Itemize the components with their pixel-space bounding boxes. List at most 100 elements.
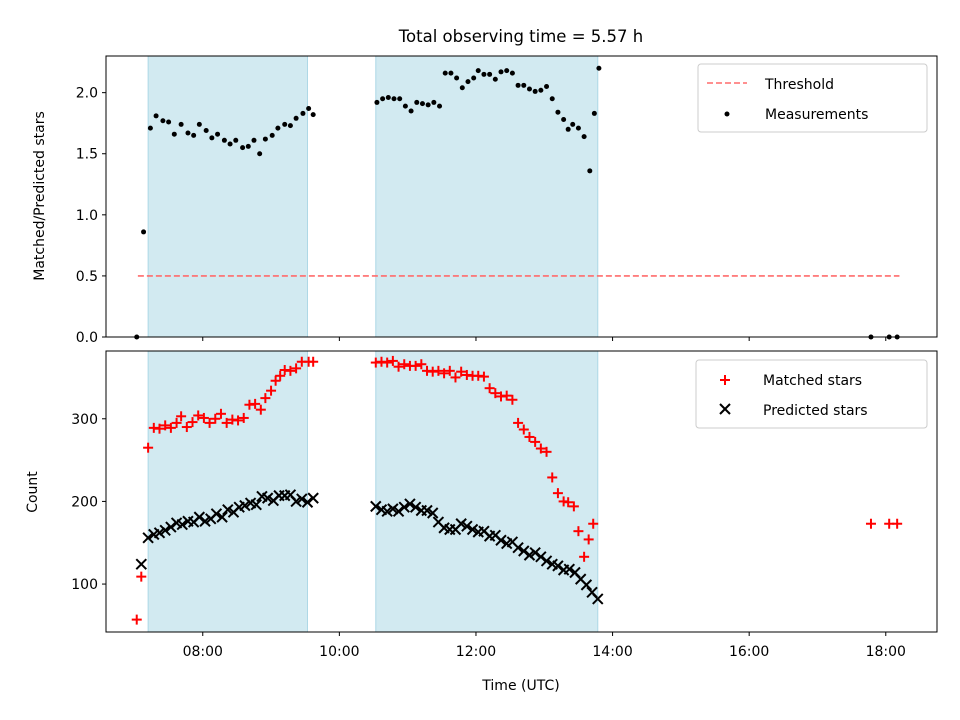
predicted-stars-point [159, 524, 171, 537]
legend: Matched stars Predicted stars [695, 359, 928, 429]
y-tick-label: 1.0 [76, 208, 98, 224]
measurement-point [561, 117, 567, 123]
measurement-point [596, 65, 602, 71]
plot-frame [105, 350, 938, 633]
legend-measurement-swatch [724, 111, 730, 117]
predicted-stars-point [239, 499, 251, 512]
x-tick-label: 14:00 [592, 644, 632, 660]
y-axis-label: Matched/Predicted stars [32, 111, 48, 281]
matched-stars-point [165, 422, 176, 433]
y-axis-label: Count [25, 471, 41, 513]
matched-stars-point [285, 365, 296, 376]
measurement-point [549, 96, 555, 102]
matched-stars-point [433, 365, 444, 376]
measurement-point [306, 106, 312, 112]
predicted-stars-point [193, 511, 206, 523]
predicted-stars-point [518, 545, 530, 557]
measurement-point [575, 125, 581, 131]
predicted-stars-point [153, 527, 166, 539]
predicted-stars-point [529, 546, 541, 559]
predicted-stars-point [381, 505, 393, 518]
ratio-panel: 0.00.51.01.52.0 Matched/Predicted stars … [32, 55, 938, 346]
matched-stars-point [382, 357, 393, 368]
measurement-point [203, 128, 209, 134]
predicted-stars-point [409, 501, 422, 513]
y-tick-label: 0.0 [76, 330, 98, 346]
measurement-point [526, 86, 532, 92]
matched-stars-point [187, 417, 198, 428]
matched-stars-point [456, 366, 467, 377]
measurement-point [300, 110, 306, 116]
chart-title: Total observing time = 5.57 h [398, 27, 643, 46]
measurement-point [251, 137, 257, 143]
matched-stars-point [198, 412, 209, 423]
matched-stars-point [490, 388, 501, 399]
predicted-stars-point [301, 496, 314, 508]
measurement-point [544, 84, 550, 90]
matched-stars-point [484, 383, 495, 394]
measurement-point [481, 71, 487, 77]
measurement-point [487, 71, 493, 77]
shaded-intervals [147, 55, 599, 338]
matched-stars-point [399, 359, 410, 370]
predicted-stars-point [535, 551, 547, 563]
predicted-stars-point [592, 593, 604, 605]
measurement-point [245, 143, 251, 149]
matched-stars-point [450, 372, 461, 383]
matched-stars-point [530, 436, 541, 447]
measurement-point [492, 76, 498, 82]
predicted-stars-point [398, 501, 410, 513]
matched-stars-point [266, 385, 277, 396]
predicted-stars-point [495, 534, 507, 546]
matched-stars-point [233, 415, 244, 426]
measurement-point [471, 75, 477, 81]
y-tick-label: 2.0 [76, 86, 98, 102]
predicted-stars-point [461, 520, 473, 532]
measurement-point [233, 137, 239, 143]
measurement-point [153, 113, 159, 119]
measurement-point [581, 134, 587, 140]
matched-stars-point [588, 518, 599, 529]
matched-stars-point [393, 361, 404, 372]
predicted-stars-point [307, 492, 319, 504]
legend-matched-label: Matched stars [763, 373, 862, 389]
measurement-point [147, 125, 153, 131]
predicted-stars-point [404, 498, 416, 510]
measurement-point [215, 131, 221, 137]
x-axis-ticks [202, 337, 887, 341]
predicted-stars-point [250, 499, 262, 511]
matched-stars-point [154, 423, 165, 434]
matched-stars-point [250, 398, 261, 409]
measurement-point [178, 121, 184, 127]
predicted-stars-point [540, 555, 553, 567]
measurement-point [293, 115, 299, 121]
measurement-point [515, 82, 521, 88]
matched-stars-point [552, 488, 563, 499]
measurement-point [431, 99, 437, 105]
matched-stars-point [215, 408, 226, 419]
y-tick-label: 200 [71, 494, 98, 510]
predicted-stars-point [370, 500, 382, 513]
measurement-point [437, 103, 443, 109]
measurement-point [269, 132, 275, 138]
y-tick-label: 100 [71, 577, 98, 593]
legend-matched-swatch [720, 375, 730, 385]
count-panel: 100 200 300 08:00 10:00 12:00 14:00 16:00 18:00… [25, 350, 938, 694]
legend-measurement-label: Measurements [765, 107, 868, 123]
predicted-stars-point [552, 560, 564, 572]
x-axis-ticks: 08:00 10:00 12:00 14:00 16:00 18:00 [183, 632, 906, 660]
predicted-stars-point [392, 505, 405, 518]
matched-stars-point [524, 431, 535, 442]
predicted-stars-point [466, 523, 479, 536]
matched-stars-point [535, 443, 546, 454]
measurement-point [591, 110, 597, 116]
predicted-stars-point [135, 558, 147, 570]
matched-stars-point [176, 411, 187, 422]
measurement-point [209, 135, 215, 141]
legend-threshold-label: Threshold [764, 77, 834, 93]
matched-stars-point [221, 417, 232, 428]
matched-stars-point [478, 371, 489, 382]
shaded-intervals [147, 350, 599, 633]
measurement-point [185, 130, 191, 136]
